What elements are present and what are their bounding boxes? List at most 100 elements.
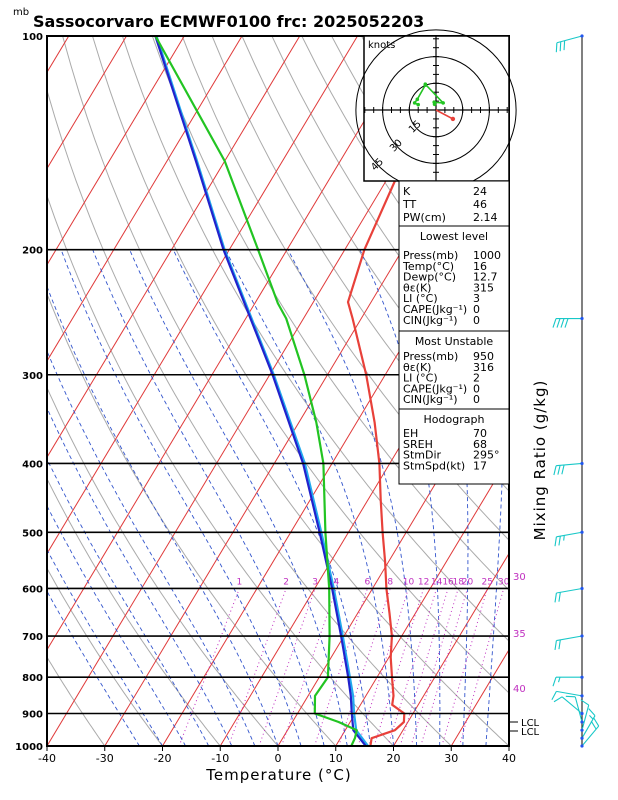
- index-row-value: 70: [473, 427, 487, 440]
- wind-barb: [552, 316, 584, 328]
- moist-adiabat: [287, 249, 418, 746]
- wind-barb-flag: [553, 696, 563, 703]
- wind-barb-flag: [558, 592, 561, 602]
- wind-barb: [555, 34, 584, 53]
- index-row-value: 2: [473, 372, 480, 385]
- x-tick-label: -20: [154, 752, 172, 765]
- moist-adiabat: [225, 249, 394, 746]
- mixing-ratio-line: [420, 588, 468, 746]
- lowest-level-title: Lowest level: [420, 230, 488, 243]
- wind-barb-flag: [593, 717, 600, 727]
- wind-barb-flag: [555, 42, 558, 53]
- lcl-label-1: LCL: [521, 718, 540, 729]
- hodograph-point: [423, 83, 428, 87]
- pw-label: PW(cm): [403, 211, 446, 224]
- k-index-value: 24: [473, 185, 487, 198]
- wind-barb: [552, 675, 584, 687]
- mixing-ratio-label: 10: [403, 577, 415, 587]
- index-row-value: 68: [473, 438, 487, 451]
- dry-adiabat: [47, 292, 337, 746]
- hodograph-units-label: knots: [368, 40, 395, 51]
- x-tick-label: -40: [38, 752, 56, 765]
- mixing-ratio-label: 16: [442, 577, 454, 587]
- x-axis-title: Temperature (°C): [205, 766, 351, 784]
- wind-barb-marker: [580, 736, 584, 740]
- wind-barb-flag: [554, 640, 557, 650]
- wind-barb-marker: [580, 728, 584, 732]
- wind-barb-marker: [580, 316, 584, 321]
- wind-barb-staff: [581, 725, 600, 747]
- dry-adiabat: [47, 567, 163, 746]
- index-row-label: Temp(°C): [402, 260, 454, 273]
- k-index-label: K: [403, 185, 411, 198]
- wind-barb-flag: [588, 708, 596, 717]
- wind-barb-staff: [556, 587, 583, 594]
- pressure-tick-label: 100: [22, 32, 43, 43]
- wind-barb-flag: [561, 464, 565, 475]
- virtual-profile-line: [155, 36, 369, 746]
- wind-barb-flag: [564, 318, 569, 328]
- isotherm: [335, 456, 509, 746]
- pressure-tick-label: 400: [22, 459, 43, 470]
- mixing-ratio-line: [227, 588, 287, 746]
- mixing-ratio-axis-label: Mixing Ratio (g/kg): [531, 380, 549, 541]
- wind-barb-staff: [556, 531, 583, 538]
- x-tick-label: 20: [387, 752, 401, 765]
- wind-barb-marker: [580, 744, 584, 748]
- mixing-ratio-line: [441, 588, 488, 746]
- dry-adiabat: [47, 386, 279, 746]
- isotherm: [47, 36, 185, 266]
- pw-value: 2.14: [473, 211, 498, 224]
- index-row-value: 0: [473, 382, 480, 395]
- dry-adiabat: [601, 36, 618, 746]
- wind-barb: [565, 695, 584, 724]
- tt-index-label: TT: [402, 198, 417, 211]
- wind-barb-flag: [556, 318, 561, 328]
- wind-barb-half-flag: [563, 535, 565, 541]
- most-unstable-title: Most Unstable: [415, 335, 494, 348]
- dry-adiabat: [571, 36, 618, 746]
- index-row-label: StmSpd(kt): [403, 459, 465, 472]
- wind-barb-marker: [580, 675, 584, 679]
- wet-bulb-label: 30: [513, 572, 526, 583]
- wind-barb-flag: [563, 40, 566, 51]
- index-row-label: EH: [403, 427, 418, 440]
- mixing-ratio-label: 25: [482, 577, 493, 587]
- wind-barb-staff: [574, 696, 583, 723]
- isotherm: [0, 36, 11, 746]
- index-row-label: CIN(Jkg⁻¹): [403, 393, 458, 406]
- mixing-ratio-label: 1: [237, 577, 243, 587]
- pressure-tick-label: 1000: [15, 742, 43, 753]
- wind-barb-marker: [580, 586, 584, 591]
- index-row-label: CIN(Jkg⁻¹): [403, 314, 458, 327]
- index-row-label: θε(K): [403, 361, 431, 374]
- isotherm: [47, 36, 416, 651]
- wind-barb-marker: [580, 634, 584, 638]
- wind-barb-flag: [554, 592, 557, 603]
- wind-barb-flag: [552, 318, 557, 328]
- wind-barb-flag: [554, 536, 557, 547]
- wind-barb-flag: [580, 699, 590, 706]
- moist-adiabat: [47, 406, 233, 746]
- dry-adiabat: [47, 194, 394, 746]
- wind-barb-half-flag: [589, 714, 594, 720]
- wind-barb-flag: [560, 318, 565, 328]
- lowest-level-rows: Press(mb) 1000 Temp(°C) 16 Dewp(°C) 12.7 θε(K)…: [402, 249, 501, 327]
- wind-barb-flag: [558, 536, 561, 546]
- lcl-markers: LCL LCL: [509, 718, 540, 738]
- index-row-value: 3: [473, 292, 480, 305]
- index-row-value: 1000: [473, 249, 501, 262]
- hodograph-rows: EH 70 SREH 68 StmDir 295° StmSpd(kt) 17: [403, 427, 500, 472]
- hodograph-point: [441, 101, 445, 105]
- dry-adiabat: [541, 36, 618, 746]
- most-unstable-rows: Press(mb) 950 θε(K) 316 LI (°C) 2 CAPE(Jkg⁻¹) 0…: [403, 350, 494, 406]
- wind-barb-flag: [553, 465, 557, 476]
- wind-barb: [554, 530, 584, 547]
- wind-barb-half-flag: [557, 677, 561, 683]
- index-row-label: θε(K): [403, 281, 431, 294]
- moist-adiabat: [47, 285, 279, 746]
